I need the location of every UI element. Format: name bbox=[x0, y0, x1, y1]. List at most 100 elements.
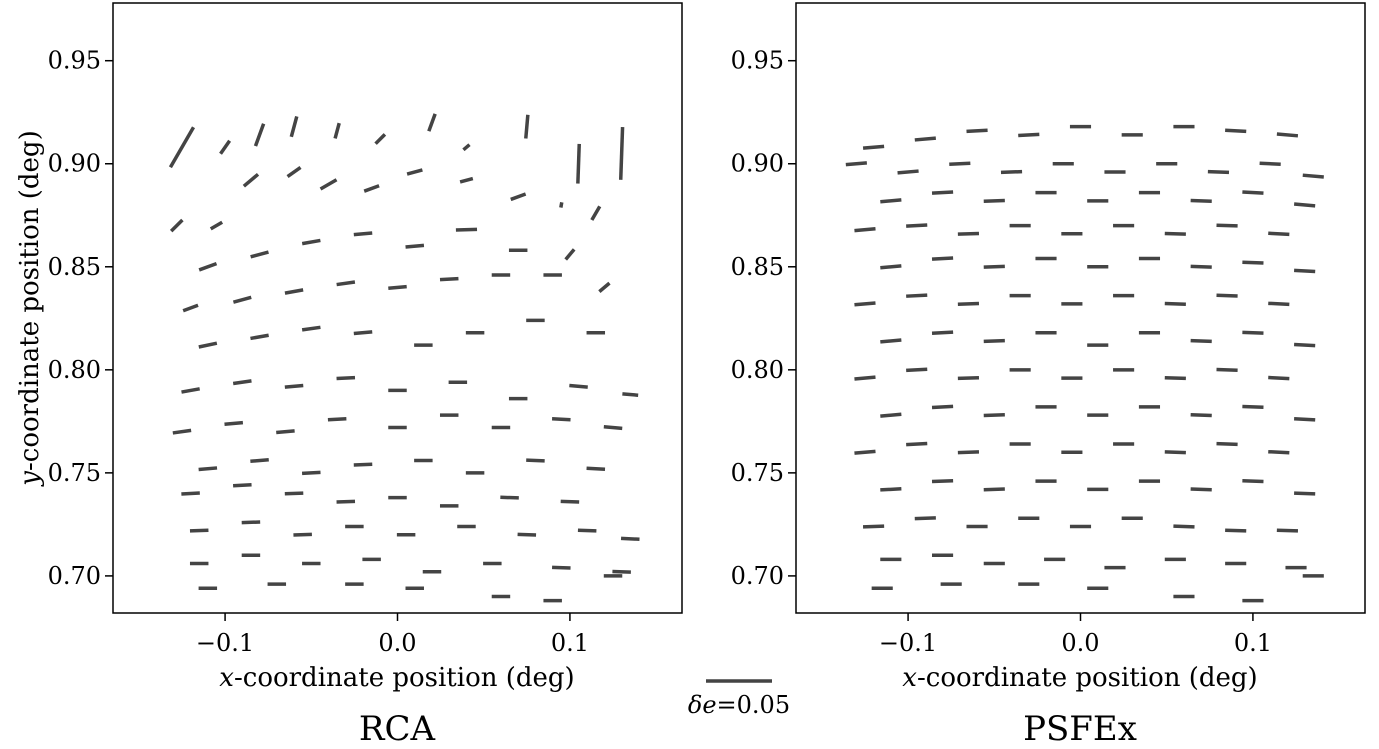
rca-whisker-15 bbox=[286, 166, 302, 178]
psfex-whisker-91 bbox=[880, 487, 902, 492]
rca-whisker-55 bbox=[622, 392, 639, 397]
psfex-whisker-43 bbox=[1190, 264, 1212, 269]
rca-whisker-23 bbox=[250, 250, 269, 259]
rca-whisker-48 bbox=[232, 379, 252, 386]
psfex-whisker-48 bbox=[957, 301, 980, 306]
psfex-x-tick-label-1: 0.0 bbox=[1061, 629, 1099, 657]
rca-whisker-64 bbox=[603, 424, 623, 431]
rca-whiskers bbox=[168, 113, 640, 603]
rca-whisker-6 bbox=[427, 113, 437, 132]
scale-key: δe=0.05 bbox=[688, 679, 790, 719]
psfex-whisker-46 bbox=[854, 301, 876, 307]
psfex-whisker-81 bbox=[1294, 416, 1316, 422]
rca-whisker-88 bbox=[577, 528, 597, 533]
rca-whisker-21 bbox=[590, 205, 602, 221]
psfex-whisker-100 bbox=[862, 524, 885, 529]
psfex-whisker-35 bbox=[1216, 223, 1238, 228]
rca-whisker-35 bbox=[439, 276, 459, 282]
rca-whisker-41 bbox=[301, 325, 321, 332]
rca-whisker-9 bbox=[576, 143, 581, 184]
rca-whisker-82 bbox=[241, 520, 261, 525]
rca-whisker-19 bbox=[459, 176, 474, 184]
psfex-whisker-70 bbox=[1164, 375, 1186, 381]
rca-x-axis-label: x-coordinate position (deg) bbox=[219, 663, 574, 693]
rca-y-tick-label-2: 0.80 bbox=[48, 356, 101, 384]
rca-whisker-7 bbox=[462, 143, 471, 152]
rca-whisker-83 bbox=[293, 532, 312, 537]
rca-whisker-65 bbox=[198, 466, 218, 472]
rca-whisker-66 bbox=[250, 457, 269, 464]
psfex-whisker-17 bbox=[1259, 161, 1281, 167]
rca-whisker-73 bbox=[181, 491, 200, 496]
rca-whisker-3 bbox=[289, 115, 299, 138]
psfex-whisker-89 bbox=[1216, 441, 1238, 447]
rca-y-tick-label-4: 0.90 bbox=[48, 150, 101, 178]
psfex-whisker-72 bbox=[1268, 375, 1290, 381]
psfex-whisker-8 bbox=[1276, 132, 1299, 138]
rca-whisker-49 bbox=[284, 383, 304, 389]
psfex-whisker-84 bbox=[957, 450, 980, 455]
rca-whisker-30 bbox=[182, 303, 199, 313]
rca-whisker-54 bbox=[569, 383, 588, 389]
psfex-whisker-29 bbox=[906, 223, 928, 228]
psfex-x-tick-label-0: −0.1 bbox=[879, 629, 937, 657]
scale-key-label: δe=0.05 bbox=[688, 691, 790, 719]
rca-whisker-42 bbox=[353, 330, 373, 336]
psfex-y-tick-label-5: 0.95 bbox=[731, 47, 784, 75]
psfex-whisker-80 bbox=[1242, 404, 1264, 410]
psfex-whisker-97 bbox=[1190, 487, 1212, 492]
rca-whisker-58 bbox=[276, 429, 295, 435]
psfex-whisker-11 bbox=[949, 161, 971, 167]
rca-whisker-71 bbox=[526, 458, 545, 463]
psfex-whisker-37 bbox=[880, 264, 902, 270]
psfex-whisker-9 bbox=[845, 161, 868, 167]
rca-x-ticks: −0.1 0.0 0.1 bbox=[196, 613, 589, 657]
rca-whisker-47 bbox=[181, 387, 200, 394]
rca-whisker-25 bbox=[353, 231, 373, 237]
rca-y-tick-label-3: 0.85 bbox=[48, 253, 101, 281]
rca-whisker-79 bbox=[500, 495, 519, 500]
psfex-x-ticks: −0.1 0.0 0.1 bbox=[879, 613, 1272, 657]
psfex-whisker-53 bbox=[1216, 293, 1238, 298]
rca-whisker-97 bbox=[612, 569, 631, 574]
rca-whisker-16 bbox=[319, 178, 338, 191]
psfex-whisker-107 bbox=[1225, 528, 1247, 533]
rca-whisker-31 bbox=[232, 295, 252, 304]
psfex-whisker-98 bbox=[1242, 478, 1264, 484]
psfex-whisker-19 bbox=[880, 198, 902, 204]
psfex-whisker-73 bbox=[880, 412, 902, 418]
psfex-whisker-93 bbox=[983, 487, 1005, 492]
psfex-whisker-54 bbox=[1268, 301, 1290, 307]
psfex-whisker-64 bbox=[854, 375, 876, 381]
psfex-whisker-65 bbox=[906, 367, 928, 373]
rca-y-axis-label: y-coordinate position (deg) bbox=[15, 130, 45, 486]
psfex-x-tick-label-2: 0.1 bbox=[1234, 629, 1272, 657]
rca-whisker-4 bbox=[333, 122, 341, 139]
rca-whisker-67 bbox=[301, 470, 321, 476]
psfex-whisker-88 bbox=[1164, 450, 1186, 455]
psfex-whisker-101 bbox=[914, 516, 936, 521]
psfex-whisker-20 bbox=[931, 190, 954, 195]
psfex-whisker-61 bbox=[1190, 338, 1212, 344]
psfex-plot-frame bbox=[795, 2, 1366, 614]
psfex-y-tick-label-2: 0.80 bbox=[731, 356, 784, 384]
psfex-whisker-79 bbox=[1190, 413, 1212, 418]
psfex-whisker-27 bbox=[1293, 202, 1316, 208]
rca-whisker-17 bbox=[363, 184, 380, 193]
rca-whisker-29 bbox=[564, 248, 576, 261]
rca-whisker-81 bbox=[189, 528, 209, 533]
psfex-whisker-39 bbox=[983, 264, 1005, 269]
psfex-whisker-92 bbox=[931, 478, 954, 484]
psfex-whisker-36 bbox=[1268, 231, 1290, 237]
psfex-whisker-18 bbox=[1302, 173, 1324, 179]
rca-whisker-76 bbox=[336, 499, 356, 504]
psfex-panel: −0.1 0.0 0.1 0.70 0.75 0.80 0.85 0.90 0.95 x-co… bbox=[731, 2, 1366, 749]
psfex-whisker-0 bbox=[862, 144, 885, 150]
rca-whisker-32 bbox=[284, 288, 304, 295]
psfex-whisker-56 bbox=[931, 330, 954, 336]
psfex-x-axis-label: x-coordinate position (deg) bbox=[902, 663, 1257, 693]
psfex-whisker-44 bbox=[1242, 260, 1264, 265]
psfex-whisker-83 bbox=[906, 441, 928, 447]
rca-whisker-72 bbox=[586, 466, 606, 471]
